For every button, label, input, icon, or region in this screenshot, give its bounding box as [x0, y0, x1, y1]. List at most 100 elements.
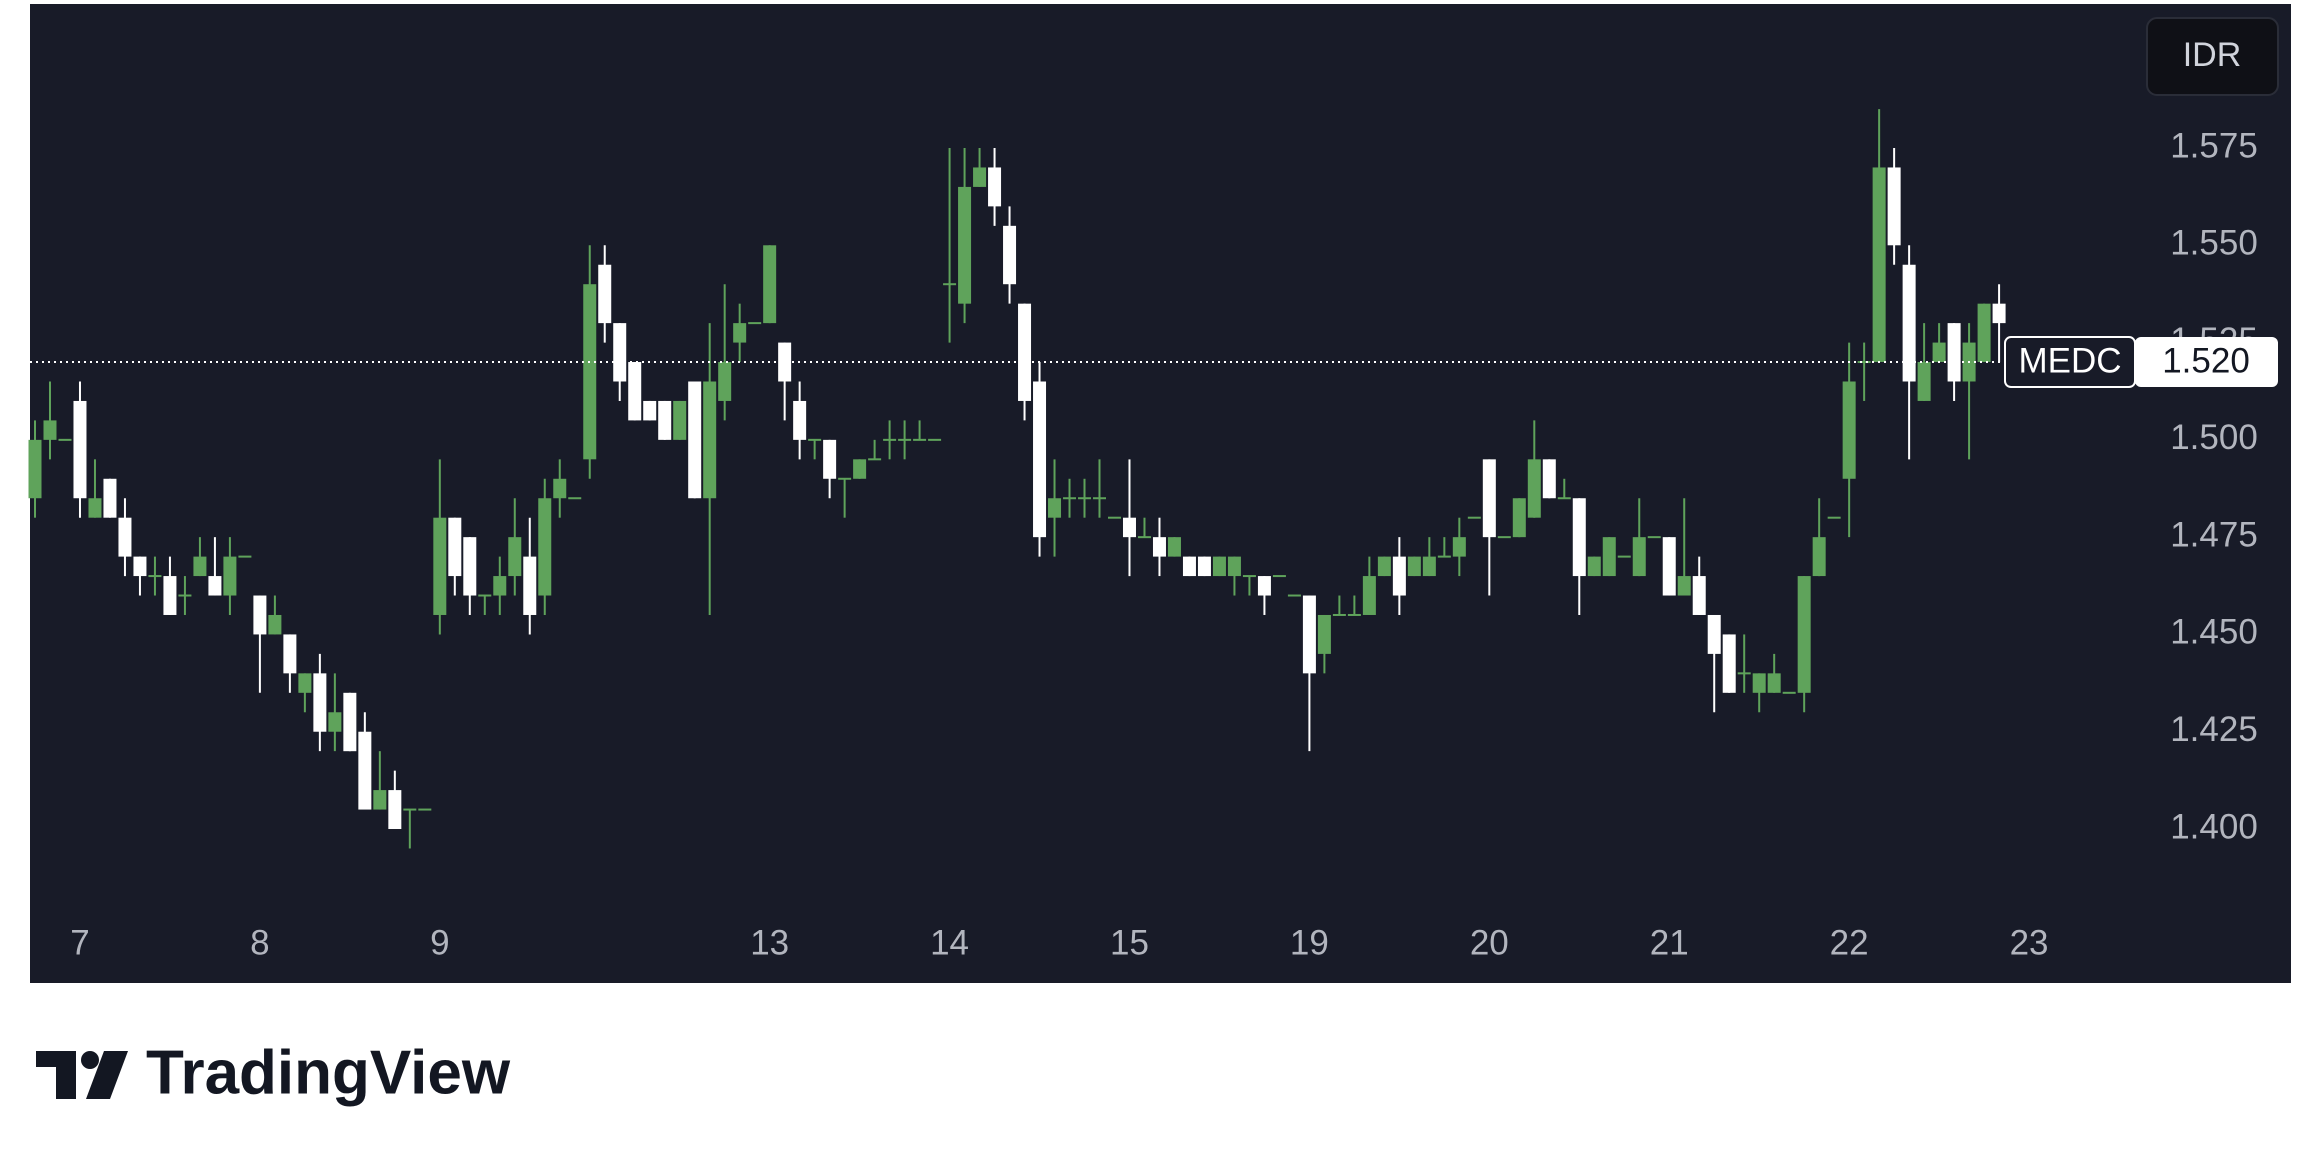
candle-body: [823, 439, 837, 479]
candle-body: [1093, 497, 1107, 500]
chart-background: [30, 4, 2291, 983]
candle-body: [1827, 516, 1841, 519]
logo-slash: [86, 1051, 128, 1099]
candle-body: [1932, 342, 1946, 363]
candle-body: [1122, 517, 1136, 538]
candle-body: [793, 400, 807, 440]
candle-body: [1197, 556, 1211, 577]
candle-body: [1242, 575, 1256, 578]
candle-body: [1722, 634, 1736, 693]
candle-body: [1887, 167, 1901, 246]
candle-body: [1078, 497, 1092, 500]
candle-body: [58, 438, 72, 441]
symbol-label: MEDC: [2018, 341, 2121, 380]
x-tick-label: 8: [250, 923, 269, 962]
candle-body: [208, 576, 222, 596]
candle-body: [118, 517, 132, 557]
candle-body: [583, 284, 597, 460]
candle-body: [718, 362, 732, 401]
candle-body: [568, 497, 582, 500]
candle-body: [688, 381, 702, 499]
candle-body: [1347, 613, 1361, 616]
candle-body: [73, 400, 87, 499]
candle-body: [1257, 576, 1271, 596]
y-tick-label: 1.575: [2170, 126, 2258, 165]
candle-body: [898, 438, 912, 441]
candle-body: [1422, 556, 1436, 577]
candle-body: [448, 517, 462, 577]
candle-body: [178, 594, 192, 597]
candle-body: [1992, 303, 2006, 324]
candle-body: [928, 438, 942, 441]
candle-body: [88, 498, 102, 518]
candle-body: [1287, 594, 1301, 597]
candle-body: [1467, 516, 1481, 519]
candle-body: [1857, 361, 1871, 364]
candle-body: [1557, 497, 1571, 500]
candle-body: [1317, 614, 1331, 654]
candle-body: [538, 498, 552, 596]
logo-dot: [81, 1051, 99, 1069]
y-tick-label: 1.500: [2170, 418, 2258, 457]
candle-body: [238, 555, 252, 558]
candle-body: [1602, 537, 1616, 577]
candle-body: [373, 790, 387, 810]
candle-body: [1512, 498, 1526, 538]
candle-body: [808, 438, 822, 441]
candle-body: [1917, 362, 1931, 401]
logo-stem: [56, 1051, 76, 1099]
candle-body: [478, 594, 492, 597]
y-tick-label: 1.400: [2170, 807, 2258, 846]
candle-body: [883, 438, 897, 441]
candle-body: [1227, 556, 1241, 577]
candle-body: [298, 673, 312, 693]
x-tick-label: 20: [1470, 923, 1509, 962]
candle-body: [403, 808, 417, 811]
candle-body: [1782, 691, 1796, 694]
candle-body: [1812, 537, 1826, 577]
candle-body: [268, 614, 282, 635]
candle-body: [1542, 459, 1556, 499]
candle-body: [1063, 497, 1077, 500]
price-tag: [2135, 337, 2278, 388]
candle-body: [1212, 556, 1226, 577]
candle-body: [1632, 537, 1646, 577]
candle-body: [1018, 303, 1032, 401]
candle-body: [43, 420, 57, 440]
candle-body: [1137, 536, 1151, 539]
candle-body: [1452, 537, 1466, 557]
candle-body: [1617, 555, 1631, 558]
candle-body: [1302, 595, 1316, 674]
candle-body: [868, 458, 882, 461]
candle-body: [253, 595, 267, 635]
currency-button[interactable]: [2146, 17, 2279, 96]
candle-body: [1362, 576, 1376, 615]
candle-body: [1182, 556, 1196, 577]
candle-body: [988, 167, 1002, 207]
x-tick-label: 13: [750, 923, 789, 962]
candle-body: [1947, 323, 1961, 382]
candle-body: [1107, 516, 1121, 519]
candle-body: [1842, 381, 1856, 479]
candle-body: [1272, 575, 1286, 578]
candle-body: [973, 167, 987, 187]
candle-body: [433, 517, 447, 615]
candle-body: [1407, 556, 1421, 577]
candle-body: [1482, 459, 1496, 538]
candle-body: [748, 322, 762, 325]
candle-body: [838, 477, 852, 480]
candle-body: [1377, 556, 1391, 577]
currency-label[interactable]: IDR: [2183, 36, 2242, 74]
candle-body: [1527, 459, 1541, 518]
brand-name: TradingView: [146, 1038, 511, 1107]
candle-body: [958, 186, 972, 304]
candle-body: [343, 692, 357, 752]
candle-body: [493, 576, 507, 596]
candle-body: [1902, 264, 1916, 382]
candle-body: [1662, 537, 1676, 596]
candle-body: [1677, 576, 1691, 596]
x-tick-label: 21: [1650, 923, 1689, 962]
candle-body: [1003, 225, 1017, 285]
x-tick-label: 19: [1290, 923, 1329, 962]
candle-body: [1392, 556, 1406, 596]
